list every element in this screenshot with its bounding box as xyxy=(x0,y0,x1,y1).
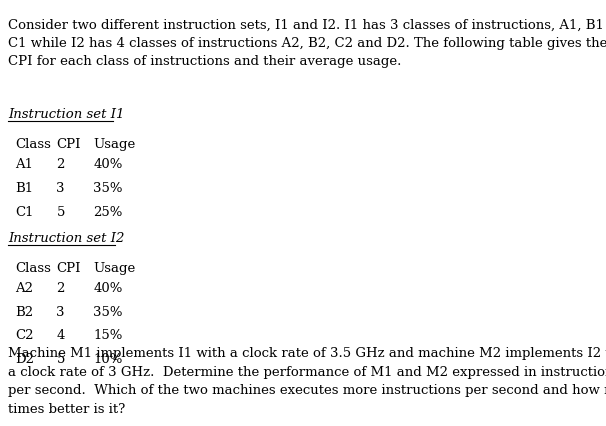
Text: Instruction set I2: Instruction set I2 xyxy=(8,231,124,244)
Text: Class: Class xyxy=(15,262,51,274)
Text: A2: A2 xyxy=(15,282,33,295)
Text: 40%: 40% xyxy=(93,158,123,171)
Text: 35%: 35% xyxy=(93,181,123,195)
Text: B1: B1 xyxy=(15,181,33,195)
Text: Class: Class xyxy=(15,138,51,151)
Text: 2: 2 xyxy=(56,158,65,171)
Text: 35%: 35% xyxy=(93,305,123,318)
Text: D2: D2 xyxy=(15,352,34,365)
Text: 40%: 40% xyxy=(93,282,123,295)
Text: 2: 2 xyxy=(56,282,65,295)
Text: Usage: Usage xyxy=(93,262,136,274)
Text: CPI: CPI xyxy=(56,262,81,274)
Text: CPI: CPI xyxy=(56,138,81,151)
Text: 15%: 15% xyxy=(93,328,123,342)
Text: A1: A1 xyxy=(15,158,33,171)
Text: 5: 5 xyxy=(56,205,65,218)
Text: C2: C2 xyxy=(15,328,34,342)
Text: 3: 3 xyxy=(56,181,65,195)
Text: 25%: 25% xyxy=(93,205,123,218)
Text: Consider two different instruction sets, I1 and I2. I1 has 3 classes of instruct: Consider two different instruction sets,… xyxy=(8,18,606,68)
Text: 5: 5 xyxy=(56,352,65,365)
Text: Usage: Usage xyxy=(93,138,136,151)
Text: 3: 3 xyxy=(56,305,65,318)
Text: Machine M1 implements I1 with a clock rate of 3.5 GHz and machine M2 implements : Machine M1 implements I1 with a clock ra… xyxy=(8,346,606,415)
Text: C1: C1 xyxy=(15,205,34,218)
Text: 4: 4 xyxy=(56,328,65,342)
Text: B2: B2 xyxy=(15,305,33,318)
Text: 10%: 10% xyxy=(93,352,123,365)
Text: Instruction set I1: Instruction set I1 xyxy=(8,107,124,121)
